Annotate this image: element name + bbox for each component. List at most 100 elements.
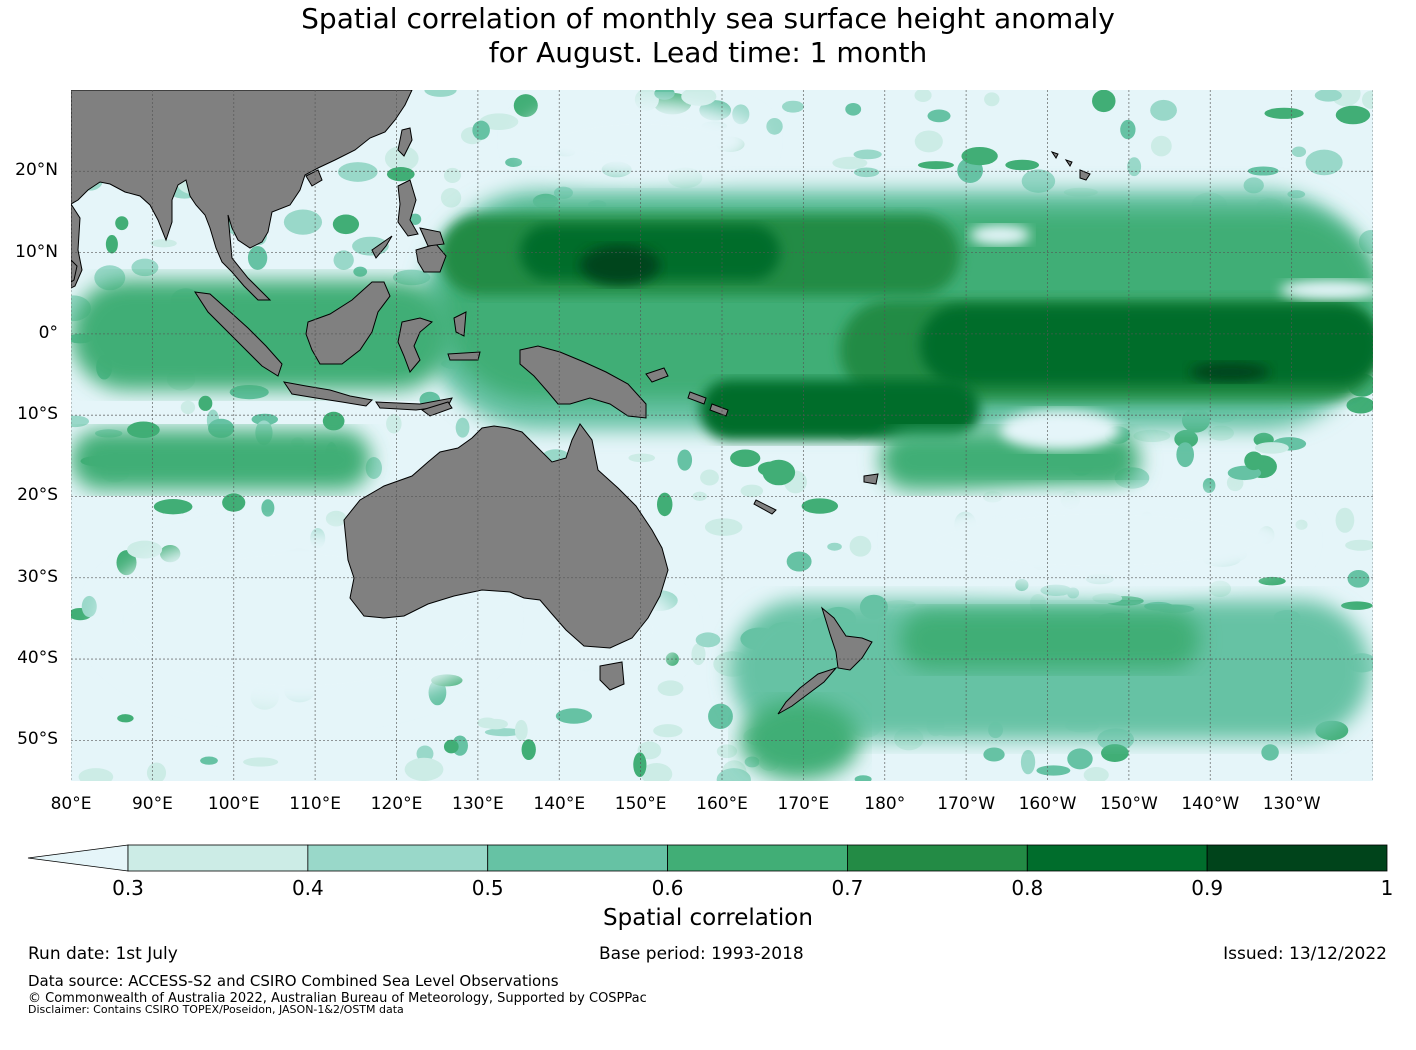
new-guinea-landmass <box>519 345 647 419</box>
low-correlation-hole <box>1000 410 1120 450</box>
correlation-map <box>71 90 1373 781</box>
correlation-patch <box>854 775 872 781</box>
correlation-patch <box>695 632 721 648</box>
correlation-patch <box>1150 99 1177 121</box>
fiji-islands <box>863 473 879 485</box>
asia-mainland-landmass <box>71 90 413 301</box>
correlation-patch <box>514 719 528 741</box>
correlation-patch <box>1254 442 1289 454</box>
correlation-patch <box>1347 570 1370 588</box>
correlation-patch <box>384 145 419 172</box>
colorbar-segment <box>1026 844 1208 872</box>
correlation-patch <box>71 415 90 428</box>
correlation-patch <box>333 250 354 270</box>
correlation-patch <box>131 258 159 277</box>
correlation-patch <box>628 453 656 463</box>
correlation-patch <box>472 120 490 140</box>
correlation-patch <box>1305 149 1343 176</box>
hawaii-islands <box>1050 151 1091 181</box>
longitude-label: 170°W <box>937 794 996 814</box>
correlation-patch <box>1335 105 1371 125</box>
longitude-label: 170°E <box>777 794 830 814</box>
correlation-patch <box>640 763 673 781</box>
latitude-label: 30°S <box>17 566 58 587</box>
correlation-patch <box>1208 580 1232 597</box>
new-britain-landmass <box>645 367 669 383</box>
colorbar-tick-label: 0.8 <box>1011 876 1044 900</box>
correlation-patch <box>325 510 347 527</box>
correlation-patch <box>1174 429 1199 449</box>
correlation-patch <box>653 724 683 738</box>
latitude-label: 20°S <box>17 485 58 506</box>
data-source: Data source: ACCESS-S2 and CSIRO Combine… <box>28 972 559 990</box>
correlation-patch <box>853 149 882 160</box>
correlation-patch <box>1005 159 1040 171</box>
correlation-patch <box>440 188 462 208</box>
longitude-label: 150°W <box>1099 794 1158 814</box>
correlation-patch <box>1067 748 1093 770</box>
correlation-patch <box>105 234 118 254</box>
colorbar <box>27 844 1388 872</box>
correlation-patch <box>853 167 880 178</box>
correlation-patch <box>1335 507 1355 533</box>
base-period: Base period: 1993-2018 <box>599 944 804 964</box>
correlation-patch <box>704 518 743 536</box>
latitude-label: 20°N <box>15 160 58 181</box>
chart-title: Spatial correlation of monthly sea surfa… <box>0 2 1416 70</box>
seram-landmass <box>447 351 481 361</box>
colorbar-segment <box>1206 844 1388 872</box>
taiwan-landmass <box>397 127 413 157</box>
correlation-patch <box>1243 177 1264 194</box>
correlation-patch <box>927 109 951 123</box>
correlation-patch <box>521 739 536 761</box>
correlation-patch <box>81 595 97 618</box>
correlation-patch <box>1150 135 1172 157</box>
longitude-label: 130°W <box>1262 794 1321 814</box>
run-date: Run date: 1st July <box>28 944 178 964</box>
java-landmass <box>282 381 374 407</box>
correlation-patch <box>424 90 457 97</box>
colorbar-segment <box>307 844 489 872</box>
south-pacific-core <box>700 380 980 440</box>
south-indian-band <box>71 430 371 490</box>
low-correlation-hole <box>970 225 1030 245</box>
correlation-patch <box>1021 169 1056 193</box>
correlation-patch <box>730 449 761 467</box>
correlation-patch <box>251 413 279 426</box>
correlation-patch <box>677 449 693 471</box>
issued-date: Issued: 13/12/2022 <box>1223 944 1387 964</box>
title-line-1: Spatial correlation of monthly sea surfa… <box>301 2 1115 35</box>
correlation-patch <box>153 499 193 515</box>
correlation-patch <box>1020 749 1036 775</box>
correlation-patch <box>1261 744 1279 761</box>
correlation-patch <box>1176 442 1195 468</box>
colorbar-tick-label: 0.9 <box>1191 876 1224 900</box>
correlation-patch <box>1120 119 1136 140</box>
latitude-label: 10°S <box>17 404 58 425</box>
longitude-label: 100°E <box>207 794 260 814</box>
north-equatorial-max <box>580 245 660 285</box>
correlation-patch <box>404 757 444 781</box>
longitude-label: 160°E <box>696 794 748 814</box>
correlation-patch <box>1295 519 1308 530</box>
solomon-islands <box>687 391 729 417</box>
colorbar-segment <box>127 844 309 872</box>
correlation-patch <box>479 113 519 131</box>
colorbar-tick-label: 0.6 <box>651 876 684 900</box>
correlation-patch <box>416 745 434 763</box>
colorbar-tick-label: 0.7 <box>831 876 864 900</box>
colorbar-segment <box>667 844 848 872</box>
latitude-label: 40°S <box>17 648 58 669</box>
correlation-patch <box>443 739 459 754</box>
correlation-patch <box>1244 451 1264 471</box>
correlation-patch <box>1314 90 1342 102</box>
colorbar-segment <box>487 844 668 872</box>
low-correlation-region <box>520 100 760 180</box>
colorbar-extension-arrow <box>27 844 129 872</box>
correlation-patch <box>117 714 134 723</box>
visayas-islands <box>419 227 445 247</box>
borneo-landmass <box>305 281 391 365</box>
colorbar-segment <box>847 844 1028 872</box>
correlation-patch <box>656 492 673 517</box>
correlation-patch <box>78 768 114 781</box>
